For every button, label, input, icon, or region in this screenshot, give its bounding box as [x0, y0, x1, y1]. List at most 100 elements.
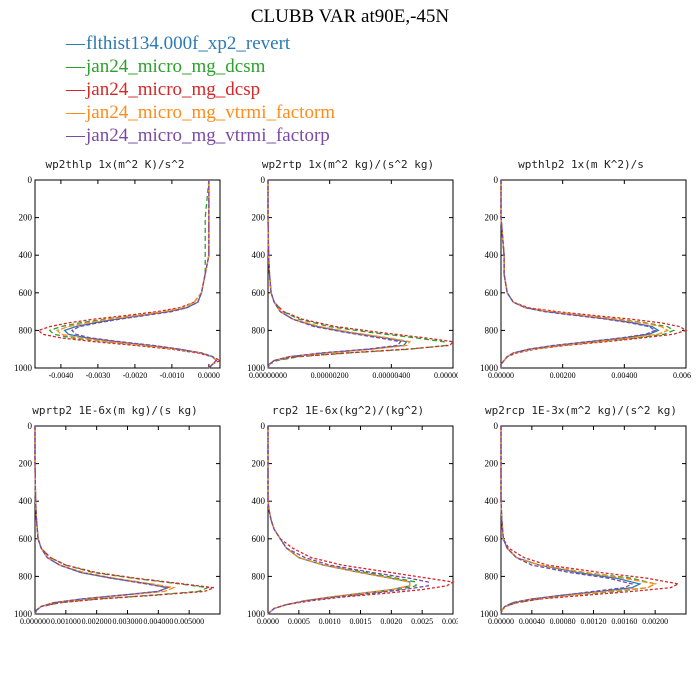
panel-rcp2: rcp2 1E-6x(kg^2)/(kg^2) 0 200 400 600 800 100… — [238, 404, 464, 626]
y-tick-label: 0 — [28, 175, 33, 185]
x-tick-label: -0.0020 — [123, 371, 148, 378]
series-line — [500, 180, 660, 368]
y-tick-label: 200 — [485, 459, 499, 469]
x-tick-label: 0.0025 — [411, 617, 433, 624]
y-tick-label: 800 — [485, 325, 499, 335]
y-tick-label: 800 — [19, 325, 33, 335]
y-tick-label: 1000 — [247, 609, 266, 619]
x-tick-label: 0.0010 — [319, 617, 341, 624]
x-tick-label: 0.00000000 — [249, 371, 287, 378]
legend-item: —jan24_micro_mg_vtrmi_factorm — [66, 101, 335, 124]
plot-frame — [500, 179, 687, 369]
x-tick-label: 0.00000600 — [434, 371, 458, 378]
y-tick-label: 0 — [494, 175, 499, 185]
x-tick-label: -0.0010 — [160, 371, 185, 378]
series-line — [267, 180, 402, 369]
y-tick-label: 200 — [252, 213, 266, 223]
y-tick-label: 800 — [252, 325, 266, 335]
x-tick-label: 0.0005 — [288, 617, 310, 624]
y-tick-label: 0 — [494, 421, 499, 431]
legend-label: jan24_micro_mg_vtrmi_factorm — [86, 102, 336, 123]
x-tick-label: 0.004000 — [143, 617, 173, 624]
y-tick-label: 400 — [252, 496, 266, 506]
plot-frame — [267, 179, 454, 369]
y-tick-label: 0 — [261, 175, 266, 185]
y-tick-label: 1000 — [480, 363, 499, 373]
plot-frame — [267, 425, 454, 615]
plot-frame — [34, 179, 221, 369]
plot-wp2thlp: 0 200 400 600 800 1000 -0.0040 -0.0030 -0.0020 -0… — [14, 175, 222, 380]
y-tick-label: 800 — [252, 571, 266, 581]
y-tick-label: 200 — [19, 213, 33, 223]
y-tick-label: 1000 — [480, 609, 499, 619]
x-tick-label: 0.00200 — [550, 371, 576, 378]
x-tick-label: 0.00160 — [611, 617, 637, 624]
x-tick-label: 0.00200 — [642, 617, 668, 624]
legend-dash: — — [66, 102, 85, 123]
y-tick-label: 600 — [19, 288, 33, 298]
y-tick-label: 200 — [19, 459, 33, 469]
y-tick-label: 600 — [252, 534, 266, 544]
y-tick-label: 600 — [485, 288, 499, 298]
y-tick-label: 200 — [252, 459, 266, 469]
y-tick-label: 800 — [485, 571, 499, 581]
series-line — [34, 426, 170, 615]
legend-item: —jan24_micro_mg_dcsm — [66, 55, 335, 78]
y-tick-label: 600 — [252, 288, 266, 298]
x-tick-label: 0.00000 — [488, 617, 514, 624]
panel-wp2thlp: wp2thlp 1x(m^2 K)/s^2 0 200 400 600 800 1000 -… — [5, 158, 225, 380]
legend-dash: — — [66, 56, 85, 77]
y-tick-label: 400 — [19, 496, 33, 506]
series-line — [34, 426, 177, 615]
series-line — [267, 426, 455, 615]
x-tick-label: 0.0000 — [257, 617, 279, 624]
y-tick-label: 1000 — [247, 363, 266, 373]
x-tick-label: 0.005000 — [174, 617, 204, 624]
panel-wprtp2: wprtp2 1E-6x(m kg)/(s kg) 0 200 400 600 800 1… — [5, 404, 225, 626]
legend-label: jan24_micro_mg_dcsm — [86, 56, 266, 77]
panel-title: wprtp2 1E-6x(m kg)/(s kg) — [32, 404, 198, 417]
panel-wp2rcp: wp2rcp 1E-3x(m^2 kg)/(s^2 kg) 0 200 400 600… — [471, 404, 691, 626]
y-tick-label: 400 — [485, 250, 499, 260]
x-tick-label: 0.002000 — [82, 617, 112, 624]
x-tick-label: 0.00400 — [611, 371, 637, 378]
legend-item: —flthist134.000f_xp2_revert — [66, 32, 335, 55]
series-line — [34, 426, 215, 615]
legend: —flthist134.000f_xp2_revert —jan24_micro… — [66, 32, 335, 147]
y-tick-label: 1000 — [14, 363, 33, 373]
series-line — [267, 180, 409, 369]
legend-dash: — — [66, 79, 85, 100]
series-line — [267, 426, 429, 615]
chart-title: CLUBB VAR at90E,-45N — [250, 6, 450, 27]
series-line — [267, 180, 449, 369]
legend-dash: — — [66, 125, 85, 146]
panel-wp2rtp: wp2rtp 1x(m^2 kg)/(s^2 kg) 0 200 400 600 800… — [238, 158, 472, 380]
series-line — [37, 180, 222, 369]
plot-frame — [500, 425, 687, 615]
series-line — [500, 426, 658, 615]
y-tick-label: 400 — [485, 496, 499, 506]
legend-item: —jan24_micro_mg_vtrmi_factorp — [66, 124, 335, 147]
x-tick-label: 0.000000 — [20, 617, 50, 624]
series-line — [500, 426, 634, 615]
series-line — [500, 180, 676, 368]
legend-item: —jan24_micro_mg_dcsp — [66, 78, 335, 101]
y-tick-label: 0 — [28, 421, 33, 431]
x-tick-label: 0.0015 — [350, 617, 372, 624]
x-tick-label: 0.0020 — [380, 617, 402, 624]
y-tick-label: 600 — [485, 534, 499, 544]
x-tick-label: 0.00000 — [488, 371, 514, 378]
y-tick-label: 600 — [19, 534, 33, 544]
x-tick-label: 0.00040 — [519, 617, 545, 624]
series-line — [500, 426, 681, 615]
x-tick-label: 0.00120 — [581, 617, 607, 624]
panel-title: wpthlp2 1x(m K^2)/s — [518, 158, 644, 171]
x-tick-label: 0.00000200 — [311, 371, 349, 378]
legend-dash: — — [66, 33, 85, 54]
panel-wpthlp2: wpthlp2 1x(m K^2)/s 0 200 400 600 800 1000 0.0… — [471, 158, 699, 380]
series-line — [267, 426, 411, 615]
